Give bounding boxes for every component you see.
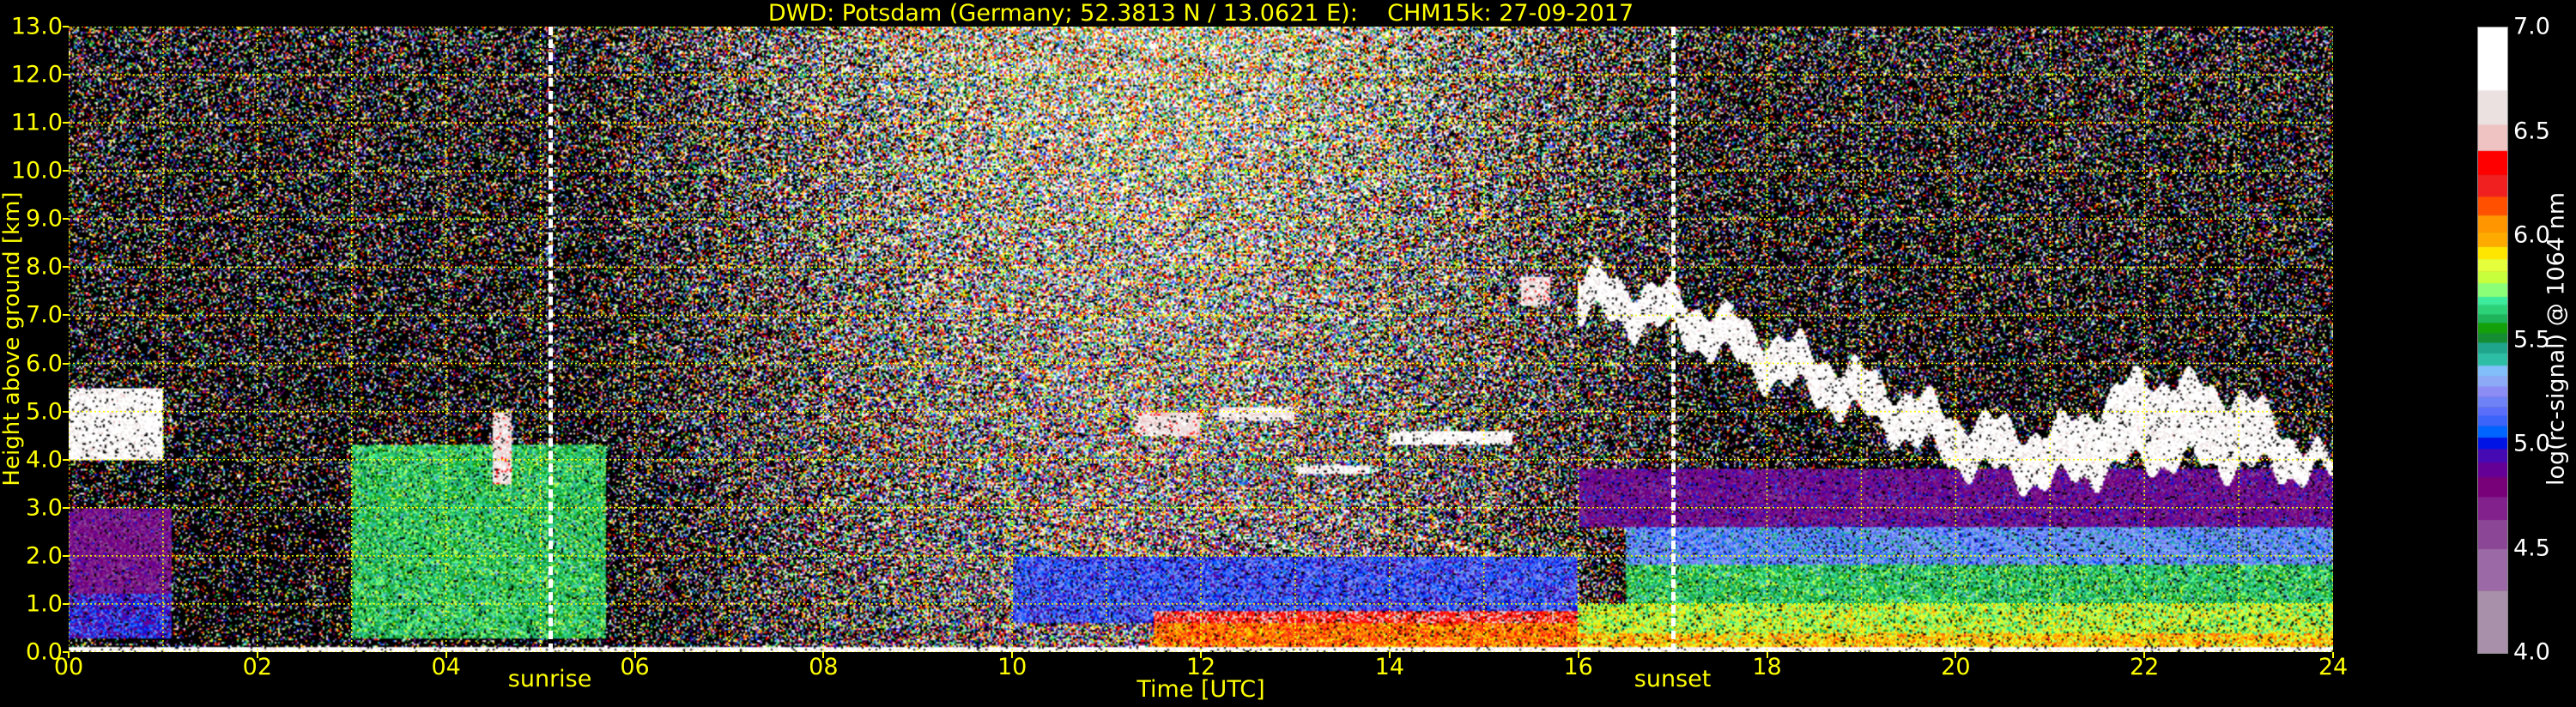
colorbar-tick-label: 6.5 bbox=[2513, 118, 2550, 144]
y-tick-label: 10.0 bbox=[10, 157, 63, 184]
y-tick-mark bbox=[63, 506, 69, 509]
y-tick-label: 11.0 bbox=[10, 109, 63, 136]
colorbar bbox=[2477, 27, 2508, 654]
x-tick-label: 00 bbox=[53, 654, 84, 680]
colorbar-tick-label: 5.0 bbox=[2513, 430, 2550, 457]
x-axis-label: Time [UTC] bbox=[1136, 676, 1265, 703]
x-tick-mark bbox=[2143, 652, 2146, 658]
y-axis-label: Height above ground [km] bbox=[0, 191, 25, 486]
y-tick-mark bbox=[63, 362, 69, 365]
chart-title: DWD: Potsdam (Germany; 52.3813 N / 13.06… bbox=[767, 0, 1634, 27]
sunset-line bbox=[1670, 27, 1676, 652]
y-tick-mark bbox=[63, 651, 69, 653]
colorbar-tick-label: 4.0 bbox=[2513, 638, 2550, 666]
x-tick-label: 18 bbox=[1752, 654, 1782, 680]
y-tick-label: 5.0 bbox=[26, 398, 63, 426]
plot-area bbox=[69, 27, 2333, 652]
grid bbox=[69, 27, 2333, 652]
y-tick-label: 0.0 bbox=[26, 638, 63, 666]
y-tick-mark bbox=[63, 458, 69, 461]
y-tick-mark bbox=[63, 554, 69, 557]
colorbar-tick-label: 4.5 bbox=[2513, 535, 2550, 561]
x-tick-label: 14 bbox=[1374, 654, 1405, 680]
x-tick-mark bbox=[1388, 652, 1391, 658]
y-tick-label: 7.0 bbox=[26, 301, 63, 329]
y-tick-label: 4.0 bbox=[26, 446, 63, 474]
sunrise-line bbox=[548, 27, 553, 652]
x-tick-label: 22 bbox=[2129, 654, 2160, 680]
sunrise-label: sunrise bbox=[507, 666, 592, 692]
y-tick-label: 2.0 bbox=[26, 542, 63, 570]
x-tick-label: 24 bbox=[2318, 654, 2349, 680]
y-tick-label: 13.0 bbox=[10, 13, 63, 40]
x-tick-label: 04 bbox=[431, 654, 461, 680]
y-tick-mark bbox=[63, 26, 69, 27]
x-tick-label: 10 bbox=[997, 654, 1027, 680]
y-tick-label: 12.0 bbox=[10, 61, 63, 88]
x-tick-mark bbox=[822, 652, 825, 658]
x-tick-label: 08 bbox=[809, 654, 839, 680]
x-tick-mark bbox=[1955, 652, 1957, 658]
y-tick-label: 3.0 bbox=[26, 494, 63, 522]
y-tick-mark bbox=[63, 266, 69, 269]
x-tick-mark bbox=[633, 652, 636, 658]
y-tick-mark bbox=[63, 410, 69, 413]
x-tick-mark bbox=[1200, 652, 1202, 658]
x-tick-mark bbox=[2332, 652, 2334, 658]
x-tick-mark bbox=[1011, 652, 1014, 658]
y-tick-label: 8.0 bbox=[26, 253, 63, 281]
y-tick-mark bbox=[63, 314, 69, 317]
colorbar-label: log(rc-signal) @ 1064 nm bbox=[2543, 191, 2570, 486]
x-tick-label: 16 bbox=[1563, 654, 1593, 680]
colorbar-tick-label: 7.0 bbox=[2513, 13, 2550, 40]
x-tick-mark bbox=[68, 652, 70, 658]
y-tick-mark bbox=[63, 122, 69, 124]
x-tick-label: 06 bbox=[620, 654, 650, 680]
y-tick-label: 1.0 bbox=[26, 590, 63, 618]
y-tick-label: 6.0 bbox=[26, 350, 63, 378]
x-tick-label: 20 bbox=[1941, 654, 1971, 680]
x-tick-mark bbox=[445, 652, 447, 658]
y-tick-mark bbox=[63, 218, 69, 221]
y-tick-mark bbox=[63, 74, 69, 76]
x-tick-label: 02 bbox=[242, 654, 273, 680]
x-tick-mark bbox=[1577, 652, 1579, 658]
colorbar-tick-label: 5.5 bbox=[2513, 326, 2550, 353]
y-tick-mark bbox=[63, 602, 69, 605]
colorbar-tick-label: 6.0 bbox=[2513, 221, 2550, 249]
x-tick-mark bbox=[256, 652, 258, 658]
y-tick-label: 9.0 bbox=[26, 205, 63, 233]
sunset-label: sunset bbox=[1633, 666, 1712, 692]
x-tick-mark bbox=[1766, 652, 1768, 658]
x-tick-label: 12 bbox=[1185, 654, 1216, 680]
y-tick-mark bbox=[63, 170, 69, 172]
